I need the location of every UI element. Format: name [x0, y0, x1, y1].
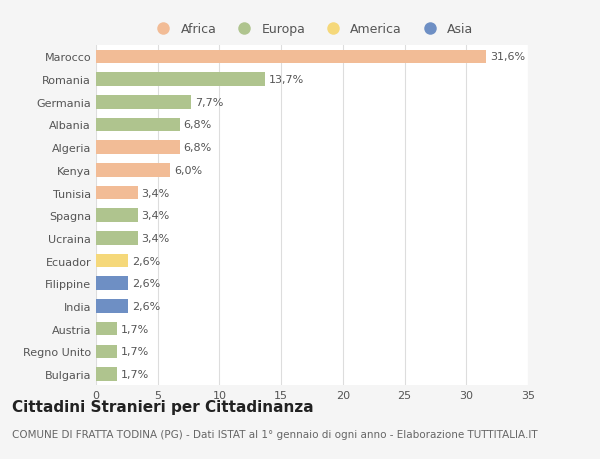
Text: COMUNE DI FRATTA TODINA (PG) - Dati ISTAT al 1° gennaio di ogni anno - Elaborazi: COMUNE DI FRATTA TODINA (PG) - Dati ISTA…: [12, 429, 538, 439]
Text: 3,4%: 3,4%: [142, 233, 170, 243]
Text: 3,4%: 3,4%: [142, 211, 170, 221]
Bar: [96, 232, 138, 245]
Text: 1,7%: 1,7%: [121, 369, 149, 379]
Text: 2,6%: 2,6%: [132, 279, 160, 289]
Bar: [96, 141, 180, 155]
Text: 1,7%: 1,7%: [121, 324, 149, 334]
Text: 2,6%: 2,6%: [132, 256, 160, 266]
Text: 2,6%: 2,6%: [132, 301, 160, 311]
Bar: [96, 164, 170, 177]
Text: 31,6%: 31,6%: [490, 52, 525, 62]
Bar: [96, 118, 180, 132]
Text: 6,0%: 6,0%: [174, 165, 202, 175]
Bar: [96, 186, 138, 200]
Text: 3,4%: 3,4%: [142, 188, 170, 198]
Bar: [96, 345, 117, 358]
Bar: [96, 277, 128, 291]
Text: 1,7%: 1,7%: [121, 347, 149, 357]
Bar: [96, 50, 486, 64]
Legend: Africa, Europa, America, Asia: Africa, Europa, America, Asia: [151, 23, 473, 36]
Bar: [96, 254, 128, 268]
Bar: [96, 209, 138, 223]
Bar: [96, 368, 117, 381]
Bar: [96, 300, 128, 313]
Text: Cittadini Stranieri per Cittadinanza: Cittadini Stranieri per Cittadinanza: [12, 399, 314, 414]
Text: 6,8%: 6,8%: [184, 120, 212, 130]
Bar: [96, 73, 265, 87]
Bar: [96, 322, 117, 336]
Text: 6,8%: 6,8%: [184, 143, 212, 153]
Text: 7,7%: 7,7%: [195, 97, 223, 107]
Text: 13,7%: 13,7%: [269, 75, 304, 85]
Bar: [96, 96, 191, 109]
